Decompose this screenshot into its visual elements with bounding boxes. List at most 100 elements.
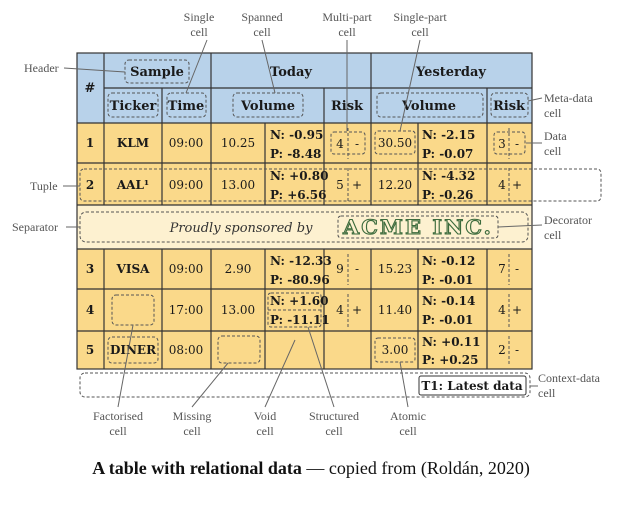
volume-yesterday-n: N: -4.32: [422, 169, 475, 183]
ticker-header-box: [107, 92, 159, 118]
yesterday-header: Yesterday: [415, 65, 486, 80]
risk-yesterday-sign: -: [515, 137, 519, 151]
structured-cell-label: Structured cell: [309, 409, 359, 438]
multipart-cell-label: Multi-part cell: [322, 10, 372, 39]
data-row-3-bg: [77, 249, 532, 289]
ticker-cell: AAL¹: [116, 178, 149, 192]
risk-yesterday-sign: -: [515, 262, 519, 276]
metadata-cell-leader: [527, 97, 543, 102]
spanned-cell-leader: [261, 39, 276, 94]
tuple-label: Tuple: [30, 179, 58, 193]
volume-today-p: P: -11.11: [270, 313, 330, 327]
hash-header: #: [85, 81, 96, 96]
ticker-header: Ticker: [110, 99, 157, 114]
decorator-cell-label: Decorator cell: [544, 213, 592, 242]
singlepart-cell-label: Single-part cell: [393, 10, 447, 39]
metadata-cell-label: Meta-data cell: [544, 91, 593, 120]
risk-yesterday-value: 3: [498, 137, 506, 151]
risk-yesterday-header: Risk: [493, 99, 526, 114]
void-cell-label: Void cell: [254, 409, 276, 438]
ticker-cell: DINER: [110, 343, 157, 357]
missing-cell-label: Missing cell: [173, 409, 212, 438]
volume-yesterday-cell: 3.00: [382, 343, 409, 357]
void-cell-leader: [264, 339, 296, 408]
time-cell: 17:00: [169, 303, 204, 317]
time-header: Time: [168, 99, 205, 114]
volume-yesterday-n: N: -0.12: [422, 254, 475, 268]
risk-yesterday-sign: -: [515, 343, 519, 357]
volume-yesterday-p: P: -0.07: [422, 147, 473, 161]
missing-cell-box: [217, 335, 261, 364]
sample-header: Sample: [130, 65, 184, 80]
time-cell: 08:00: [169, 343, 204, 357]
tuple-box: [79, 168, 602, 202]
data-row-1-bg: [77, 123, 532, 163]
risk-yesterday-value: 4: [498, 303, 506, 317]
volume-today-header: Volume: [240, 99, 295, 114]
volume-today-n: N: -0.95: [270, 128, 323, 142]
risk-today-value: 4: [336, 303, 344, 317]
time-cell: 09:00: [169, 136, 204, 150]
volume-yesterday-cell: 12.20: [378, 178, 412, 192]
header-leader: [63, 67, 126, 73]
risk-today-value: 4: [336, 137, 344, 151]
risk-today-sign: +: [352, 178, 362, 192]
data-cell-label: Data cell: [544, 129, 567, 158]
risk-yesterday-sign: +: [512, 303, 522, 317]
acme-logo: ACME INC.: [342, 215, 493, 239]
volume-today-n: N: +1.60: [270, 294, 328, 308]
missing-cell-leader: [191, 362, 229, 408]
volume-today-cell: 2.90: [225, 262, 252, 276]
context-cell-box: [418, 375, 527, 396]
volume-today-header-box: [232, 92, 304, 118]
singlepart-cell-leader: [399, 39, 421, 132]
volume-today-cell: 13.00: [221, 178, 255, 192]
volume-yesterday-cell: 15.23: [378, 262, 412, 276]
data-row-2-bg: [77, 163, 532, 205]
structured-cell-leader: [307, 326, 335, 408]
volume-yesterday-cell: 11.40: [378, 303, 412, 317]
row-number: 1: [86, 136, 94, 150]
volume-today-p: P: -8.48: [270, 147, 321, 161]
volume-today-cell: 13.00: [221, 303, 255, 317]
atomic-cell-label: Atomic cell: [390, 409, 426, 438]
row-number: 3: [86, 262, 94, 276]
single-cell-label: Single cell: [184, 10, 215, 39]
caption-rest: — copied from (Roldán, 2020): [301, 458, 530, 478]
risk-today-sign: +: [352, 303, 362, 317]
risk-today-value: 9: [336, 262, 344, 276]
caption-bold: A table with relational data: [92, 458, 302, 478]
volume-yesterday-n: N: -0.14: [422, 294, 475, 308]
volume-yesterday-p: P: -0.26: [422, 188, 473, 202]
volume-yesterday-n: N: +0.11: [422, 335, 480, 349]
risk-today-sign: -: [355, 262, 359, 276]
time-cell: 09:00: [169, 262, 204, 276]
risk-yesterday-value: 4: [498, 178, 506, 192]
today-header: Today: [270, 65, 312, 80]
diner-ticker-box: [107, 336, 159, 364]
volume-yesterday-box: [374, 130, 416, 155]
header-label: Header: [24, 61, 59, 75]
risk-yesterday-value: 2: [498, 343, 506, 357]
ticker-cell: KLM: [117, 136, 149, 150]
risk-yesterday-header-box: [490, 92, 529, 118]
volume-today-cell: 10.25: [221, 136, 255, 150]
volume-today-p: P: -80.96: [270, 273, 330, 287]
volume-yesterday-n: N: -2.15: [422, 128, 475, 142]
sponsor-text: Proudly sponsored by: [169, 221, 313, 236]
volume-yesterday-cell: 30.50: [378, 136, 412, 150]
atomic-cell-box: [374, 337, 416, 363]
decorator-cell-leader: [497, 224, 543, 228]
factorised-cell-leader: [117, 324, 134, 408]
volume-yesterday-p: P: +0.25: [422, 353, 478, 367]
volume-yesterday-p: P: -0.01: [422, 273, 473, 287]
contextdata-cell-label: Context-data cell: [538, 371, 601, 400]
spanned-cell-label: Spanned cell: [241, 10, 282, 39]
risk-today-sign: -: [355, 137, 359, 151]
time-cell: 09:00: [169, 178, 204, 192]
context-cell: T1: Latest data: [421, 379, 522, 393]
risk-yesterday-sign: +: [512, 178, 522, 192]
table-grid: [76, 52, 533, 370]
context-row-box: [79, 372, 531, 398]
